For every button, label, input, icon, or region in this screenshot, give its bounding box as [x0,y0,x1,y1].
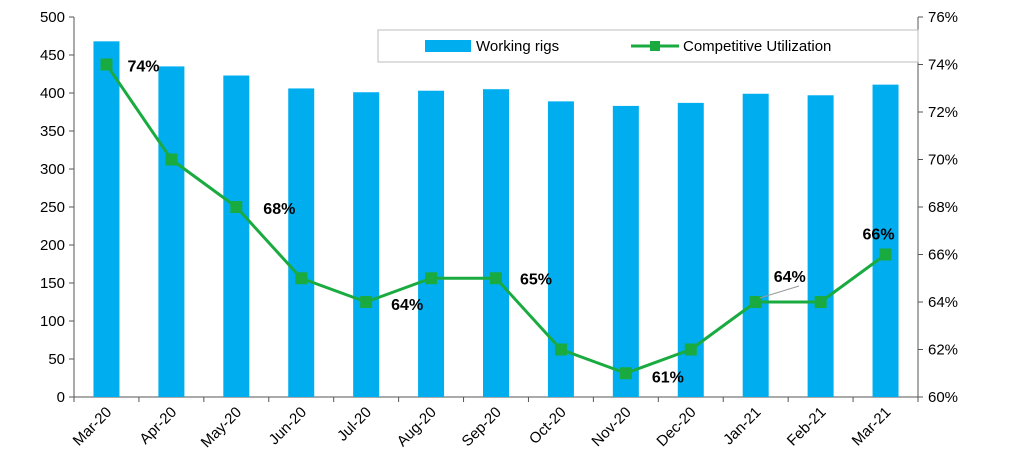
right-tick-label: 64% [928,294,958,311]
bar-working-rigs [158,66,185,398]
right-tick-label: 74% [928,57,958,74]
x-tick-label: Jul-20 [334,404,375,445]
bar-working-rigs [93,41,120,397]
line-marker [490,272,502,285]
x-tick-label: Aug-20 [394,404,440,450]
left-tick-label: 350 [40,123,65,140]
left-tick-label: 0 [57,389,65,406]
line-marker [619,367,632,380]
x-tick-label: Apr-20 [136,404,180,448]
left-tick-label: 250 [40,199,65,216]
line-marker [425,272,438,285]
line-marker [230,201,243,213]
right-tick-label: 72% [928,104,958,121]
data-label: 64% [391,297,423,314]
x-tick-label: Dec-20 [653,404,699,450]
bar-working-rigs [418,90,445,397]
bar-working-rigs [807,95,834,397]
line-marker [554,343,567,356]
bar-working-rigs [872,84,899,397]
right-tick-label: 60% [928,389,958,406]
bar-working-rigs [223,75,250,398]
right-tick-label: 66% [928,247,958,264]
right-tick-label: 76% [928,9,958,26]
line-marker [165,153,178,166]
left-tick-label: 50 [48,351,65,368]
line-marker [684,343,697,356]
line-marker [295,272,308,285]
x-tick-label: May-20 [198,404,245,451]
x-tick-label: Mar-20 [70,404,116,450]
bar-working-rigs [353,92,380,398]
data-label: 64% [774,269,806,286]
legend-label-working-rigs: Working rigs [476,38,559,55]
left-tick-label: 450 [40,47,65,64]
left-tick-label: 150 [40,275,65,292]
x-tick-label: Nov-20 [588,404,634,450]
data-label: 66% [863,227,895,244]
x-tick-label: Oct-20 [526,404,570,448]
line-marker [360,296,373,308]
legend-swatch-working-rigs [425,40,471,52]
line-marker [100,58,113,71]
x-tick-label: Feb-21 [784,404,830,450]
x-tick-label: Sep-20 [459,404,505,450]
data-label: 68% [263,201,295,218]
bar-working-rigs [742,93,769,397]
left-tick-label: 200 [40,237,65,254]
left-tick-label: 500 [40,9,65,26]
x-tick-label: Jan-21 [720,404,764,448]
line-marker [749,296,762,308]
data-label: 61% [652,369,684,386]
right-tick-label: 68% [928,199,958,216]
legend-swatch-marker-utilization [650,41,660,51]
x-tick-label: Mar-21 [849,404,895,450]
bar-working-rigs [612,105,639,398]
bar-working-rigs [288,88,315,397]
data-label-leader [759,285,800,299]
right-tick-label: 70% [928,152,958,169]
bar-working-rigs [483,89,509,397]
right-tick-label: 62% [928,342,958,359]
line-marker [814,296,827,308]
data-label: 65% [520,271,552,288]
legend-label-utilization: Competitive Utilization [683,38,831,55]
legend: Working rigs Competitive Utilization [377,29,919,63]
data-label: 74% [127,59,159,76]
left-tick-label: 400 [40,85,65,102]
line-marker [879,248,892,261]
left-tick-label: 300 [40,161,65,178]
left-tick-label: 100 [40,313,65,330]
x-tick-label: Jun-20 [266,404,310,448]
plot-area: 0 50 100 150 200 250 300 350 400 450 500 60% 62% 64% 6… [40,9,958,451]
